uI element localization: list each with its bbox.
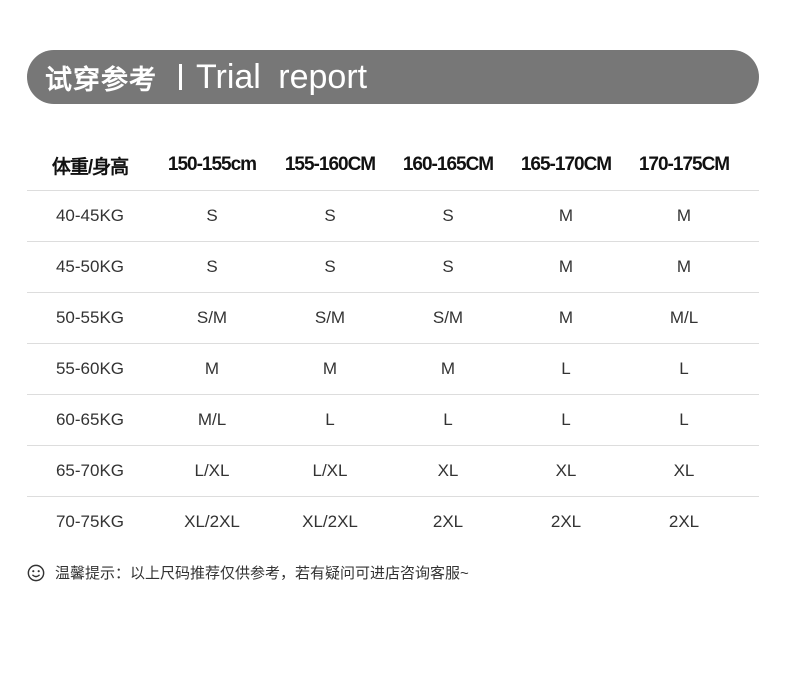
size-cell: 2XL <box>668 512 700 531</box>
header-cell: 170-175CM <box>638 154 730 175</box>
size-cell: L <box>443 410 453 429</box>
weight-cell: 70-75KG <box>55 512 125 531</box>
header-cell: 160-165CM <box>402 154 494 175</box>
size-cell: S <box>206 206 218 225</box>
size-cell: M <box>558 206 574 225</box>
table-header-row: 体重/身高 150-155cm 155-160CM 160-165CM 165-… <box>27 140 759 191</box>
size-cell: L/XL <box>194 461 230 480</box>
title-divider <box>179 64 182 90</box>
size-cell: M <box>676 257 692 276</box>
size-cell: S <box>442 206 454 225</box>
size-cell: L <box>679 359 689 378</box>
header-cell: 155-160CM <box>284 154 376 175</box>
size-cell: L/XL <box>312 461 348 480</box>
table-row: 65-70KG L/XL L/XL XL XL XL <box>27 446 759 497</box>
title-banner: 试穿参考 Trial report <box>27 50 759 104</box>
smiley-icon <box>27 564 45 581</box>
size-cell: XL/2XL <box>302 512 358 531</box>
tip-footer: 温馨提示：以上尺码推荐仅供参考，若有疑问可进店咨询客服~ <box>27 562 469 583</box>
size-cell: M/L <box>197 410 227 429</box>
size-cell: S <box>206 257 218 276</box>
size-cell: L <box>679 410 689 429</box>
weight-cell: 55-60KG <box>55 359 125 378</box>
table-row: 60-65KG M/L L L L L <box>27 395 759 446</box>
size-cell: L <box>561 359 571 378</box>
size-cell: S/M <box>314 308 346 327</box>
header-cell: 体重/身高 <box>51 156 129 178</box>
header-cell: 150-155cm <box>167 154 257 175</box>
size-cell: M <box>440 359 456 378</box>
size-cell: M <box>676 206 692 225</box>
weight-cell: 60-65KG <box>55 410 125 429</box>
title-en: Trial report <box>196 57 368 96</box>
size-cell: S/M <box>196 308 228 327</box>
size-cell: S <box>324 257 336 276</box>
size-cell: XL <box>437 461 459 480</box>
size-cell: M/L <box>669 308 699 327</box>
header-cell: 165-170CM <box>520 154 612 175</box>
size-cell: S/M <box>432 308 464 327</box>
size-cell: XL/2XL <box>184 512 240 531</box>
size-cell: L <box>561 410 571 429</box>
table-row: 50-55KG S/M S/M S/M M M/L <box>27 293 759 344</box>
tip-text: 温馨提示：以上尺码推荐仅供参考，若有疑问可进店咨询客服~ <box>55 565 469 582</box>
table-row: 70-75KG XL/2XL XL/2XL 2XL 2XL 2XL <box>27 497 759 547</box>
size-table: 体重/身高 150-155cm 155-160CM 160-165CM 165-… <box>27 140 759 547</box>
size-cell: M <box>558 308 574 327</box>
size-cell: XL <box>555 461 577 480</box>
size-cell: 2XL <box>550 512 582 531</box>
table-row: 45-50KG S S S M M <box>27 242 759 293</box>
size-cell: XL <box>673 461 695 480</box>
title-cn: 试穿参考 <box>45 64 157 96</box>
size-cell: M <box>204 359 220 378</box>
size-cell: L <box>325 410 335 429</box>
size-cell: M <box>558 257 574 276</box>
weight-cell: 40-45KG <box>55 206 125 225</box>
size-cell: 2XL <box>432 512 464 531</box>
table-row: 55-60KG M M M L L <box>27 344 759 395</box>
weight-cell: 50-55KG <box>55 308 125 327</box>
size-cell: S <box>442 257 454 276</box>
size-cell: S <box>324 206 336 225</box>
size-cell: M <box>322 359 338 378</box>
table-row: 40-45KG S S S M M <box>27 191 759 242</box>
weight-cell: 45-50KG <box>55 257 125 276</box>
weight-cell: 65-70KG <box>55 461 125 480</box>
